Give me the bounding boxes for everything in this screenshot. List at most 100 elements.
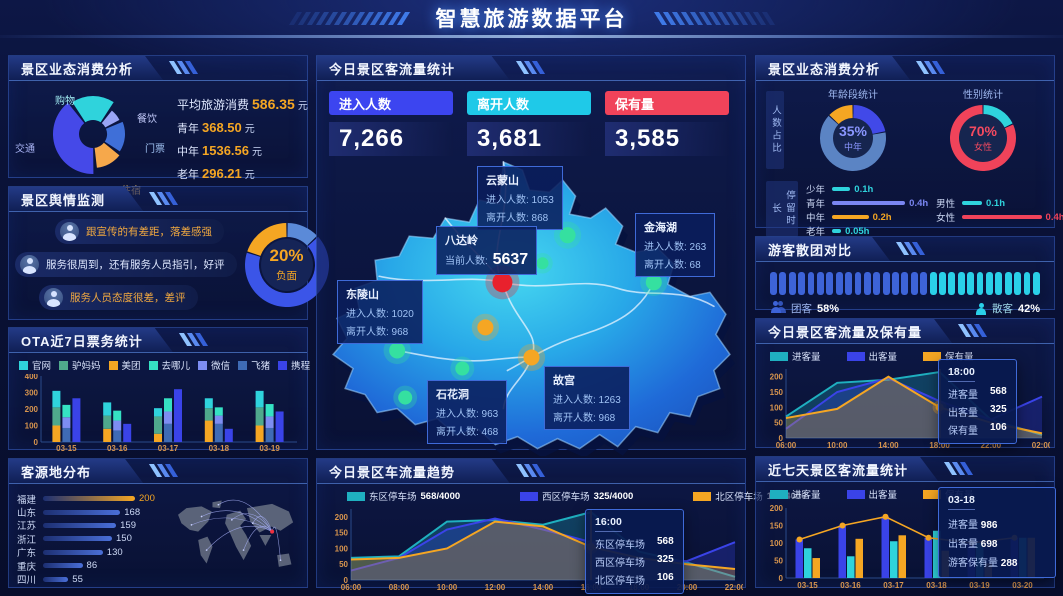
bar-去哪儿[interactable] (62, 404, 71, 418)
province-bar[interactable] (43, 496, 135, 502)
bar-进客量[interactable] (890, 541, 898, 578)
province-bar[interactable] (43, 549, 103, 555)
bar-进客量[interactable] (847, 556, 855, 578)
bar-去哪儿[interactable] (113, 410, 122, 421)
province-bar[interactable] (43, 576, 69, 582)
bar-驴妈妈[interactable] (103, 415, 112, 429)
duration-bar[interactable] (832, 215, 869, 219)
legend-item-东区停车场[interactable]: 东区停车场 568/4000 (347, 489, 460, 503)
comment-pill[interactable]: 服务人员态度很差，差评 (39, 285, 198, 310)
pie-slice[interactable] (983, 105, 1013, 128)
map-marker[interactable] (523, 349, 540, 366)
province-bar[interactable] (43, 563, 83, 569)
ratio-bar[interactable] (770, 272, 1040, 295)
bar-驴妈妈[interactable] (52, 407, 61, 426)
duration-bar[interactable] (962, 201, 982, 205)
map-marker[interactable] (398, 390, 413, 405)
legend-item-出客量[interactable]: 出客量 (846, 487, 897, 501)
bar-驴妈妈[interactable] (255, 407, 264, 426)
bar-进客量[interactable] (804, 548, 812, 578)
bar-出客量[interactable] (924, 537, 933, 578)
bar-飞猪[interactable] (113, 430, 122, 442)
comment-pill[interactable]: 服务很周到，还有服务人员指引，好评 (15, 252, 237, 277)
beijing-map[interactable]: 云蒙山 进入人数: 1053 离开人数: 868 八达岭 当前人数: 5637 金海湖 进入… (317, 156, 745, 456)
bar-官网[interactable] (204, 398, 213, 409)
duration-bar[interactable] (962, 215, 1042, 219)
legend-item-微信[interactable]: 微信 (198, 358, 230, 372)
bar-美团[interactable] (204, 420, 213, 442)
bar-微信[interactable] (164, 411, 172, 424)
bar-飞猪[interactable] (265, 427, 274, 442)
bar-保有量[interactable] (812, 558, 821, 578)
bar-官网[interactable] (255, 390, 264, 408)
pie-slice-住宿[interactable] (94, 142, 120, 168)
map-marker[interactable] (477, 319, 494, 336)
province-bar[interactable] (43, 522, 117, 528)
bar-出客量[interactable] (838, 525, 847, 579)
bar-去哪儿[interactable] (214, 407, 223, 416)
bar-保有量[interactable] (855, 538, 864, 578)
bar-官网[interactable] (52, 390, 61, 408)
bar-飞猪[interactable] (214, 423, 223, 442)
province-bar[interactable] (43, 509, 121, 515)
bar-美团[interactable] (154, 433, 162, 442)
map-tooltip-金海湖[interactable]: 金海湖 进入人数: 263 离开人数: 68 (635, 213, 716, 277)
legend-item-保有量[interactable]: 保有量 (923, 349, 974, 363)
pie-slice[interactable] (246, 223, 287, 256)
pie-slice-餐饮[interactable] (101, 110, 120, 128)
bar-官网[interactable] (103, 402, 112, 416)
duration-bar[interactable] (832, 229, 842, 233)
consumption-donut-chart[interactable]: 购物餐饮门票住宿交通 (9, 82, 177, 197)
bar-携程[interactable] (275, 411, 284, 442)
map-marker[interactable] (455, 361, 470, 376)
legend-item-进客量[interactable]: 进客量 (770, 349, 821, 363)
bar-微信[interactable] (214, 415, 223, 424)
bar-携程[interactable] (123, 423, 132, 442)
pie-slice[interactable] (244, 236, 329, 307)
map-marker[interactable] (492, 272, 513, 293)
legend-item-官网[interactable]: 官网 (19, 358, 51, 372)
bar-美团[interactable] (103, 428, 112, 442)
pie-slice-购物[interactable] (72, 96, 114, 123)
bar-驴妈妈[interactable] (154, 416, 162, 434)
bar-出客量[interactable] (881, 516, 890, 578)
legend-item-出客量[interactable]: 出客量 (846, 349, 897, 363)
legend-item-携程[interactable]: 携程 (278, 358, 310, 372)
gender_donut-chart[interactable]: 70% 女性 (947, 102, 1019, 174)
bar-飞猪[interactable] (164, 423, 172, 442)
bar-官网[interactable] (154, 408, 162, 417)
map-marker[interactable] (389, 342, 406, 359)
bar-携程[interactable] (224, 428, 233, 442)
map-tooltip-东陵山[interactable]: 东陵山 进入人数: 1020 离开人数: 968 (337, 280, 423, 344)
pie-slice[interactable] (820, 115, 886, 171)
pie-slice[interactable] (853, 105, 886, 134)
bar-飞猪[interactable] (62, 427, 71, 442)
legend-item-飞猪[interactable]: 飞猪 (238, 358, 270, 372)
duration-bar[interactable] (832, 187, 851, 191)
age_donut-chart[interactable]: 35% 中年 (817, 102, 889, 174)
pie-slice-交通[interactable] (52, 102, 94, 174)
bar-微信[interactable] (62, 417, 71, 428)
bar-保有量[interactable] (898, 535, 907, 578)
map-tooltip-八达岭[interactable]: 八达岭 当前人数: 5637 (436, 226, 538, 275)
legend-item-西区停车场[interactable]: 西区停车场 325/4000 (520, 489, 633, 503)
sentiment-gauge-chart[interactable]: 20% 负面 (237, 213, 337, 319)
legend-item-去哪儿[interactable]: 去哪儿 (148, 358, 190, 372)
pie-slice-门票[interactable] (104, 121, 125, 152)
duration-bar[interactable] (832, 201, 906, 205)
bar-去哪儿[interactable] (265, 404, 274, 417)
bar-携程[interactable] (72, 398, 81, 442)
bar-携程[interactable] (174, 389, 182, 442)
bar-去哪儿[interactable] (164, 398, 172, 412)
bar-驴妈妈[interactable] (204, 408, 213, 421)
bar-微信[interactable] (113, 420, 122, 431)
legend-item-进客量[interactable]: 进客量 (770, 487, 821, 501)
bar-美团[interactable] (255, 425, 264, 443)
map-tooltip-石花洞[interactable]: 石花洞 进入人数: 963 离开人数: 468 (427, 380, 508, 444)
ota-bar-chart[interactable]: 0 100 200 300 400 03-15 03-16 03-17 03-18 03-19 (17, 374, 301, 454)
map-marker[interactable] (645, 274, 662, 291)
pie-slice[interactable] (829, 105, 853, 125)
bar-微信[interactable] (265, 416, 274, 428)
province-bar[interactable] (43, 536, 112, 542)
map-tooltip-故宫[interactable]: 故宫 进入人数: 1263 离开人数: 968 (544, 366, 630, 430)
